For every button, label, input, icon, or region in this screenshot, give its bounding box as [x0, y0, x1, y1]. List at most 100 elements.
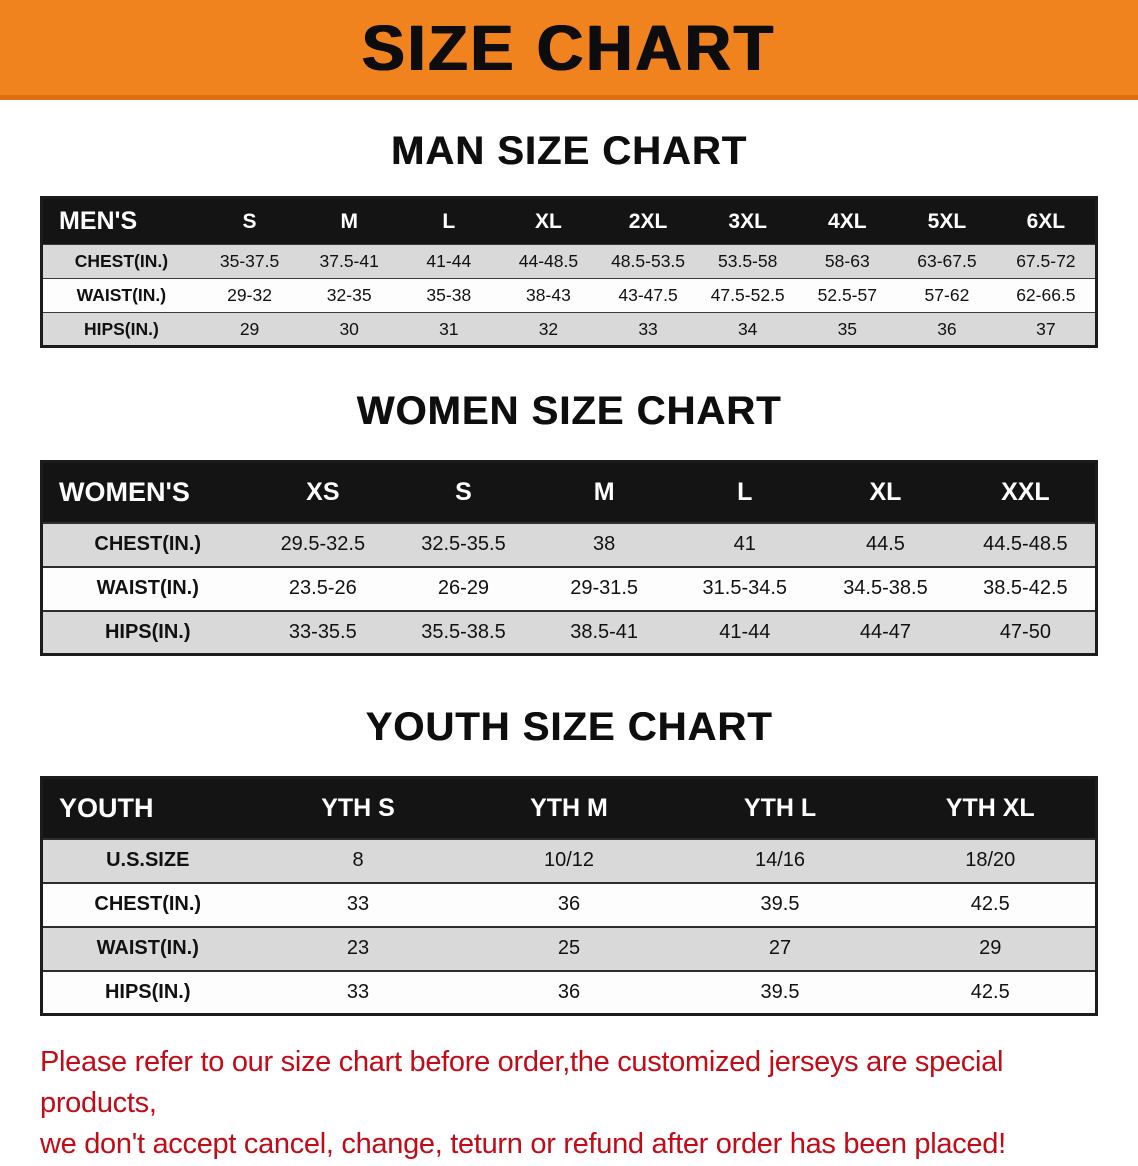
- value-cell: 41: [733, 533, 756, 555]
- men-header-row: MEN'S S M L XL 2XL 3XL 4XL 5XL 6XL: [41, 197, 1097, 245]
- value-cell: 38: [593, 533, 616, 555]
- youth-section-heading: YOUTH SIZE CHART: [365, 705, 773, 749]
- value-cell: 29.5-32.5: [280, 533, 366, 555]
- row-label: CHEST(IN.): [94, 893, 202, 915]
- value-cell: 31.5-34.5: [702, 577, 788, 599]
- youth-chest-row: CHEST(IN.) 33 36 39.5 42.5: [41, 882, 1097, 927]
- value-cell: 27: [768, 937, 792, 959]
- women-chest-row: CHEST(IN.) 29.5-32.5 32.5-35.5 38 41 44.…: [41, 522, 1097, 567]
- value-cell: 34.5-38.5: [843, 577, 928, 599]
- value-cell: 36: [557, 893, 581, 915]
- size-header-cell: XXL: [1001, 477, 1050, 506]
- value-cell: 10/12: [543, 849, 595, 871]
- value-cell: 41-44: [719, 620, 771, 643]
- value-cell: 32.5-35.5: [421, 533, 506, 555]
- size-header-cell: S: [455, 477, 472, 506]
- value-cell: 42.5: [970, 980, 1010, 1003]
- banner-title: SIZE CHART: [362, 11, 776, 84]
- youth-hips-row: HIPS(IN.) 33 36 39.5 42.5: [41, 970, 1097, 1015]
- youth-size-table: YOUTH YTH S YTH M YTH L YTH XL U.S.SIZE …: [40, 776, 1098, 1016]
- value-cell: 48.5-53.5: [611, 251, 686, 271]
- youth-header-row: YOUTH YTH S YTH M YTH L YTH XL: [41, 777, 1097, 839]
- value-cell: 25: [557, 937, 581, 959]
- size-header-cell: 4XL: [828, 209, 867, 233]
- size-header-cell: YTH L: [743, 793, 817, 822]
- size-header-cell: M: [593, 477, 615, 506]
- men-section-heading: MAN SIZE CHART: [390, 129, 748, 173]
- row-label: HIPS(IN.): [104, 620, 191, 643]
- value-cell: 33: [638, 318, 658, 339]
- size-header-cell: 5XL: [927, 209, 967, 233]
- value-cell: 53.5-58: [718, 251, 778, 271]
- value-cell: 39.5: [760, 893, 800, 915]
- value-cell: 35: [837, 318, 858, 339]
- row-label: CHEST(IN.): [94, 533, 202, 555]
- value-cell: 42.5: [970, 893, 1010, 915]
- value-cell: 35-38: [426, 285, 472, 305]
- disclaimer-line-1: Please refer to our size chart before or…: [40, 1046, 1004, 1120]
- value-cell: 38.5-42.5: [983, 577, 1068, 599]
- value-cell: 30: [339, 318, 359, 339]
- value-cell: 18/20: [965, 849, 1016, 871]
- row-label: U.S.SIZE: [106, 849, 190, 871]
- women-hips-row: HIPS(IN.) 33-35.5 35.5-38.5 38.5-41 41-4…: [41, 610, 1097, 655]
- youth-ussize-row: U.S.SIZE 8 10/12 14/16 18/20: [41, 838, 1097, 883]
- value-cell: 36: [557, 980, 581, 1003]
- value-cell: 32: [538, 318, 559, 339]
- value-cell: 67.5-72: [1016, 251, 1076, 271]
- value-cell: 34: [737, 318, 758, 339]
- men-hips-row: HIPS(IN.) 29 30 31 32 33 34 35 36 37: [41, 312, 1097, 347]
- disclaimer-text: Please refer to our size chart before or…: [40, 1042, 1100, 1166]
- value-cell: 58-63: [824, 251, 870, 271]
- value-cell: 29-32: [227, 285, 272, 305]
- value-cell: 44.5: [865, 533, 905, 555]
- row-label: HIPS(IN.): [104, 980, 191, 1003]
- value-cell: 33: [346, 893, 370, 915]
- men-header-label: MEN'S: [59, 207, 138, 235]
- size-header-cell: L: [442, 209, 456, 233]
- youth-waist-row: WAIST(IN.) 23 25 27 29: [41, 926, 1097, 971]
- men-size-table: MEN'S S M L XL 2XL 3XL 4XL 5XL 6XL CHEST…: [40, 196, 1098, 348]
- value-cell: 35.5-38.5: [421, 620, 506, 643]
- size-header-cell: YTH S: [321, 793, 395, 822]
- value-cell: 52.5-57: [817, 285, 877, 305]
- women-header-row: WOMEN'S XS S M L XL XXL: [41, 461, 1097, 523]
- youth-header-label: YOUTH: [59, 792, 154, 823]
- value-cell: 14/16: [754, 849, 806, 871]
- size-header-cell: XL: [869, 477, 902, 506]
- row-label: HIPS(IN.): [83, 318, 159, 339]
- value-cell: 37: [1036, 318, 1056, 339]
- row-label: CHEST(IN.): [74, 251, 169, 271]
- value-cell: 23.5-26: [288, 577, 357, 599]
- value-cell: 39.5: [760, 980, 800, 1003]
- value-cell: 33: [346, 980, 370, 1003]
- row-label: WAIST(IN.): [76, 285, 167, 305]
- value-cell: 62-66.5: [1016, 285, 1076, 305]
- size-header-cell: S: [242, 209, 257, 233]
- men-waist-row: WAIST(IN.) 29-32 32-35 35-38 38-43 43-47…: [41, 278, 1097, 313]
- row-label: WAIST(IN.): [96, 937, 199, 959]
- size-header-cell: XL: [535, 209, 562, 233]
- value-cell: 29: [239, 318, 260, 339]
- value-cell: 44.5-48.5: [983, 533, 1068, 555]
- size-header-cell: M: [340, 209, 358, 233]
- size-header-cell: L: [737, 477, 753, 506]
- size-header-cell: YTH M: [530, 793, 608, 822]
- value-cell: 26-29: [437, 577, 490, 599]
- value-cell: 8: [352, 849, 364, 871]
- size-chart-banner: SIZE CHART: [0, 0, 1138, 100]
- size-header-cell: XS: [306, 477, 340, 506]
- value-cell: 29-31.5: [570, 577, 639, 599]
- size-header-cell: 3XL: [728, 209, 767, 233]
- women-size-table: WOMEN'S XS S M L XL XXL CHEST(IN.) 29.5-…: [40, 460, 1098, 656]
- value-cell: 44-48.5: [518, 251, 579, 271]
- disclaimer-line-2: we don't accept cancel, change, teturn o…: [40, 1128, 1006, 1161]
- value-cell: 43-47.5: [618, 285, 678, 305]
- men-chest-row: CHEST(IN.) 35-37.5 37.5-41 41-44 44-48.5…: [41, 244, 1097, 279]
- value-cell: 31: [439, 318, 459, 339]
- value-cell: 29: [979, 937, 1002, 959]
- row-label: WAIST(IN.): [96, 577, 199, 599]
- women-section-heading: WOMEN SIZE CHART: [356, 389, 782, 433]
- value-cell: 37.5-41: [319, 251, 379, 271]
- women-header-label: WOMEN'S: [59, 476, 190, 507]
